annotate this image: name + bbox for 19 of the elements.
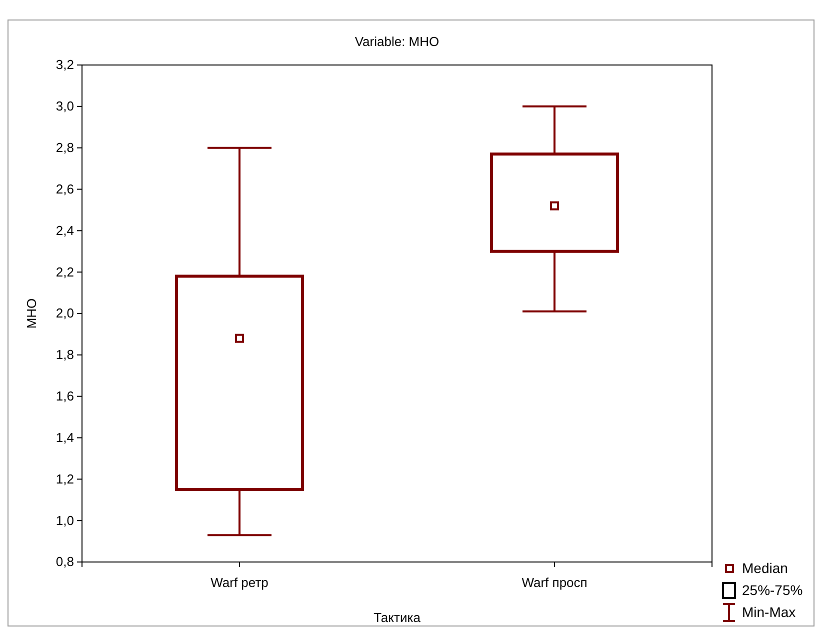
chart-title: Variable: МНО [354, 34, 440, 49]
legend: Median 25%-75% Min-Max [722, 560, 803, 622]
y-tick-label: 1,2 [56, 471, 74, 486]
y-tick-label: 2,6 [56, 181, 74, 196]
y-tick-label: 2,2 [56, 264, 74, 280]
y-tick-label: 2,0 [56, 306, 74, 321]
y-tick-label: 3,0 [56, 98, 74, 114]
y-axis-title: МНО [24, 298, 39, 329]
y-tick-label: 2,4 [56, 222, 74, 238]
y-tick-label: 1,8 [56, 347, 74, 362]
y-tick-label: 0,8 [56, 554, 74, 570]
y-tick-label: 1,4 [56, 430, 74, 445]
y-tick-label: 1,0 [56, 512, 74, 528]
y-tick-label: 3,2 [56, 57, 74, 72]
x-tick-label: Warf просп [522, 574, 588, 590]
y-tick-label: 1,6 [56, 388, 74, 404]
y-tick-label: 2,8 [56, 140, 74, 155]
x-tick-label: Warf ретр [210, 574, 268, 590]
x-axis-title: Тактика [374, 610, 422, 625]
